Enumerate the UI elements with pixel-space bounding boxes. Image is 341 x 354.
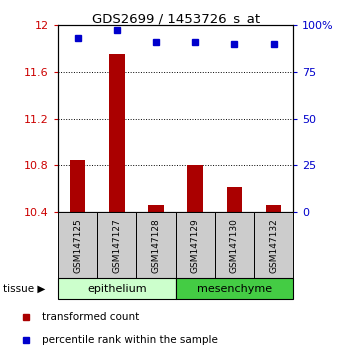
- Text: percentile rank within the sample: percentile rank within the sample: [43, 335, 218, 346]
- Bar: [70, 160, 85, 212]
- Bar: [97, 212, 136, 278]
- Text: transformed count: transformed count: [43, 312, 140, 322]
- Text: epithelium: epithelium: [87, 284, 147, 293]
- Bar: [254, 212, 293, 278]
- Text: GSM147128: GSM147128: [151, 218, 161, 273]
- Text: GDS2699 / 1453726_s_at: GDS2699 / 1453726_s_at: [91, 12, 260, 25]
- Bar: [136, 212, 176, 278]
- Text: GSM147127: GSM147127: [112, 218, 121, 273]
- Bar: [226, 187, 242, 212]
- Bar: [266, 205, 282, 212]
- Bar: [215, 212, 254, 278]
- Text: GSM147132: GSM147132: [269, 218, 278, 273]
- Text: GSM147130: GSM147130: [230, 218, 239, 273]
- Bar: [148, 205, 164, 212]
- Bar: [58, 278, 176, 299]
- Text: GSM147129: GSM147129: [191, 218, 200, 273]
- Bar: [176, 278, 293, 299]
- Bar: [58, 212, 97, 278]
- Text: GSM147125: GSM147125: [73, 218, 82, 273]
- Bar: [188, 166, 203, 212]
- Bar: [176, 212, 215, 278]
- Text: mesenchyme: mesenchyme: [197, 284, 272, 293]
- Bar: [109, 54, 125, 212]
- Text: tissue ▶: tissue ▶: [3, 284, 46, 293]
